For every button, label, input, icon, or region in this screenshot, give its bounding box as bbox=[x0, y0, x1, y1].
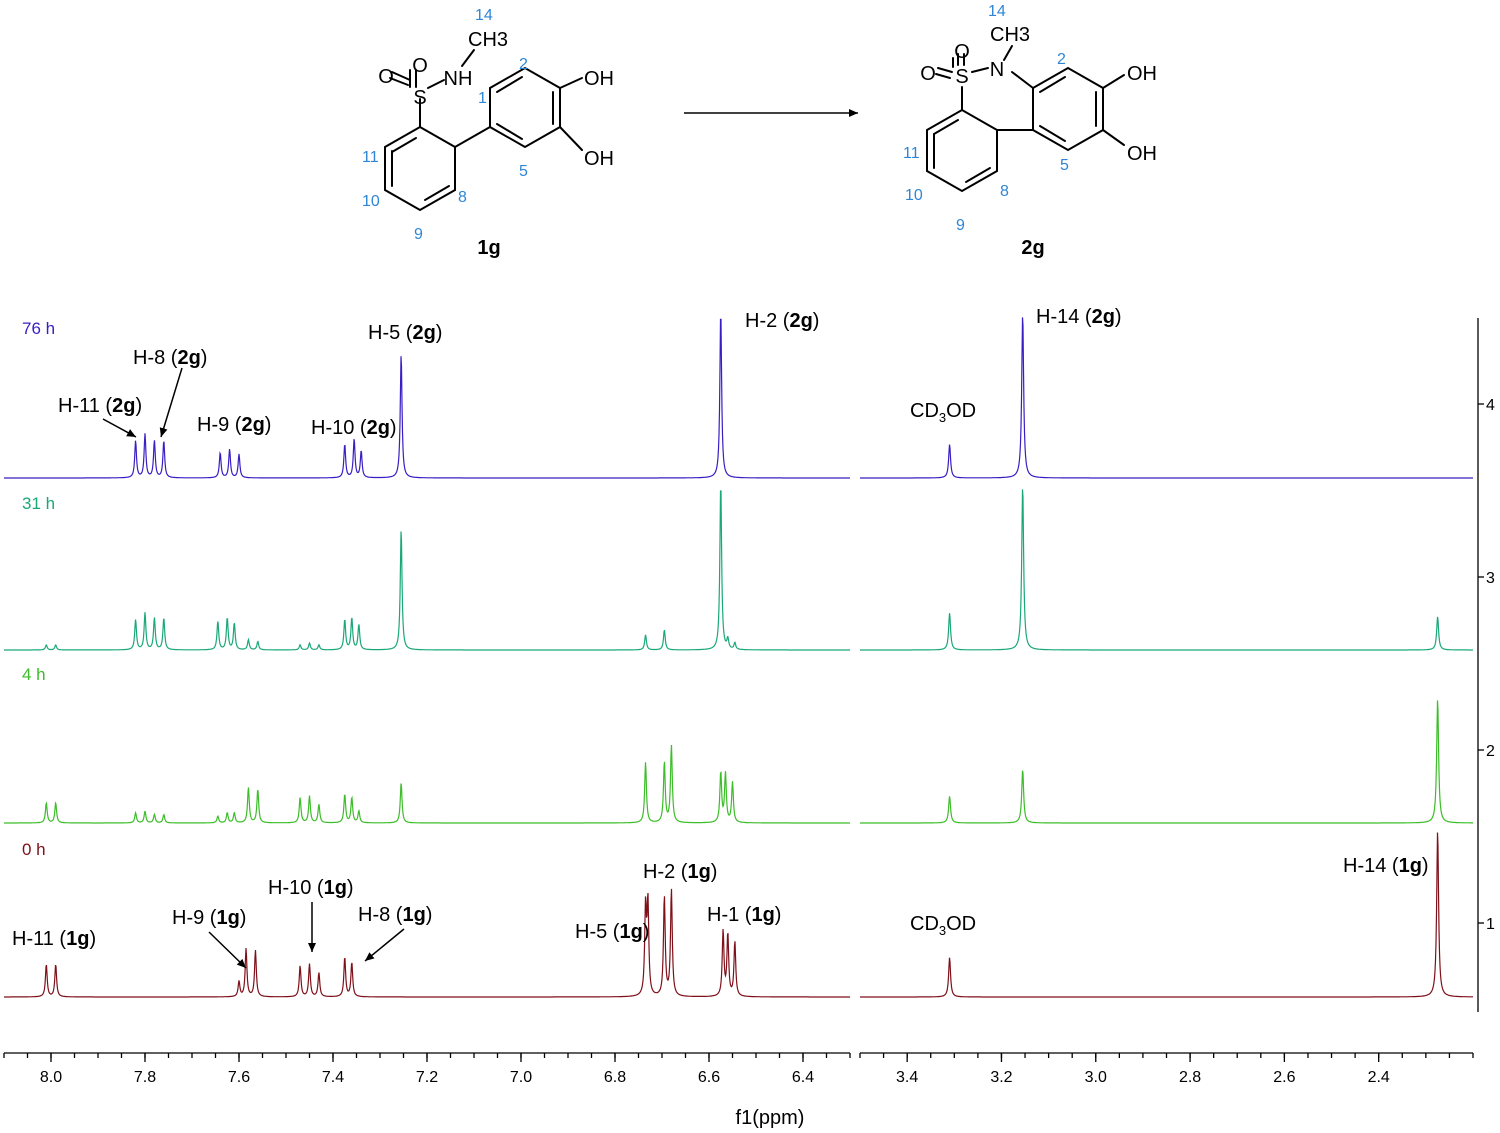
spectrum-trace-0h-seg1 bbox=[4, 888, 850, 998]
annot-h10-2g: H-10 (2g) bbox=[311, 417, 397, 439]
spectrum-trace-4h-seg1 bbox=[4, 744, 850, 824]
annot-h10-1g: H-10 (1g) bbox=[268, 877, 354, 899]
annot-h8-1g: H-8 (1g) bbox=[358, 904, 432, 926]
series-label-4h: 4 h bbox=[22, 665, 46, 684]
arrow-h9-1g bbox=[208, 931, 247, 969]
series-label-76h: 76 h bbox=[22, 319, 55, 338]
annot-h1-1g: H-1 (1g) bbox=[707, 904, 781, 926]
annot-h5-2g: H-5 (2g) bbox=[368, 322, 442, 344]
x-tick-label: 2.6 bbox=[1273, 1069, 1295, 1086]
spectrum-trace-0h-seg2 bbox=[860, 832, 1473, 998]
pos-11: 11 bbox=[903, 145, 920, 162]
atom-oh-b: OH bbox=[1127, 143, 1157, 165]
annot-h11-1g: H-11 (1g) bbox=[12, 928, 96, 950]
x-tick-label: 3.2 bbox=[990, 1069, 1012, 1086]
annot-h14-1g: H-14 (1g) bbox=[1343, 855, 1429, 877]
annot-h2-1g: H-2 (1g) bbox=[643, 861, 717, 883]
annot-h5-1g: H-5 (1g) bbox=[575, 921, 649, 943]
pos-2: 2 bbox=[1057, 51, 1066, 68]
product-structure: O O S N CH3 OH OH 14 2 11 5 10 8 9 2g bbox=[903, 3, 1157, 259]
x-tick-label: 3.0 bbox=[1085, 1069, 1107, 1086]
pos-9: 9 bbox=[414, 226, 423, 243]
pos-14: 14 bbox=[988, 3, 1006, 20]
right-axis-tick-label: 4 bbox=[1486, 397, 1495, 414]
x-tick-label: 7.8 bbox=[134, 1069, 156, 1086]
pos-11: 11 bbox=[362, 149, 379, 166]
x-tick-label: 7.0 bbox=[510, 1069, 532, 1086]
arrow-h11-2g bbox=[102, 418, 137, 438]
pos-8: 8 bbox=[458, 189, 467, 206]
x-tick-label: 7.4 bbox=[322, 1069, 344, 1086]
x-tick-label: 8.0 bbox=[40, 1069, 62, 1086]
pos-1: 1 bbox=[478, 90, 487, 107]
annotations-76h: H-11 (2g) H-8 (2g) H-9 (2g) H-10 (2g) H-… bbox=[58, 306, 1122, 439]
annot-cd3od-bottom: CD3OD bbox=[910, 913, 976, 938]
compound-label-2g: 2g bbox=[1021, 237, 1044, 259]
annot-cd3od-top: CD3OD bbox=[910, 400, 976, 425]
x-tick-label: 6.6 bbox=[698, 1069, 720, 1086]
annot-h2-2g: H-2 (2g) bbox=[745, 310, 819, 332]
atom-s: S bbox=[955, 66, 968, 88]
reactant-structure: O O S NH CH3 OH OH 14 2 1 5 11 10 9 8 1g bbox=[362, 7, 614, 259]
atom-oh-a: OH bbox=[1127, 63, 1157, 85]
spectrum-trace-76h-seg2 bbox=[860, 317, 1473, 479]
pos-10: 10 bbox=[905, 187, 923, 204]
atom-oh-a: OH bbox=[584, 68, 614, 90]
atom-o-left: O bbox=[920, 63, 936, 85]
spectrum-trace-4h-seg2 bbox=[860, 700, 1473, 824]
series-label-31h: 31 h bbox=[22, 494, 55, 513]
spectrum-trace-31h-seg1 bbox=[4, 490, 850, 651]
right-axis-tick-label: 1 bbox=[1486, 916, 1495, 933]
arrow-h8-1g bbox=[364, 928, 405, 962]
spectra-plot bbox=[4, 317, 1473, 998]
annot-h8-2g: H-8 (2g) bbox=[133, 347, 207, 369]
pos-14: 14 bbox=[475, 7, 493, 24]
right-axis-tick-label: 2 bbox=[1486, 743, 1495, 760]
atom-s: S bbox=[413, 87, 426, 109]
atom-ch3: CH3 bbox=[468, 29, 508, 51]
x-tick-label: 6.4 bbox=[792, 1069, 814, 1086]
x-tick-label: 3.4 bbox=[896, 1069, 918, 1086]
atom-nh: NH bbox=[444, 68, 473, 90]
annotations-0h: H-11 (1g) H-9 (1g) H-10 (1g) H-8 (1g) H-… bbox=[12, 855, 1429, 969]
spectrum-trace-76h-seg1 bbox=[4, 318, 850, 479]
pos-2: 2 bbox=[519, 56, 528, 73]
x-tick-label: 2.4 bbox=[1368, 1069, 1390, 1086]
pos-5: 5 bbox=[519, 163, 528, 180]
atom-oh-b: OH bbox=[584, 148, 614, 170]
x-tick-label: 7.2 bbox=[416, 1069, 438, 1086]
right-axis-tick-label: 3 bbox=[1486, 570, 1495, 587]
pos-9: 9 bbox=[956, 217, 965, 234]
spectrum-trace-31h-seg2 bbox=[860, 489, 1473, 651]
atom-o-left: O bbox=[378, 66, 394, 88]
x-tick-label: 6.8 bbox=[604, 1069, 626, 1086]
annot-h9-1g: H-9 (1g) bbox=[172, 907, 246, 929]
atom-ch3: CH3 bbox=[990, 24, 1030, 46]
atom-o-top: O bbox=[412, 55, 428, 77]
series-label-0h: 0 h bbox=[22, 840, 46, 859]
compound-label-1g: 1g bbox=[477, 237, 500, 259]
annot-h9-2g: H-9 (2g) bbox=[197, 414, 271, 436]
x-tick-label: 2.8 bbox=[1179, 1069, 1201, 1086]
annot-h11-2g: H-11 (2g) bbox=[58, 395, 142, 417]
x-axis-label: f1(ppm) bbox=[736, 1107, 805, 1129]
annot-h14-2g: H-14 (2g) bbox=[1036, 306, 1122, 328]
x-tick-label: 7.6 bbox=[228, 1069, 250, 1086]
pos-10: 10 bbox=[362, 193, 380, 210]
arrow-h8-2g bbox=[159, 367, 183, 438]
pos-5: 5 bbox=[1060, 157, 1069, 174]
atom-n: N bbox=[990, 59, 1004, 81]
pos-8: 8 bbox=[1000, 183, 1009, 200]
axes: 8.0 7.8 7.6 7.4 7.2 7.0 6.8 6.6 6.4 3.4 3.2 3.0 2.8 2… bbox=[3, 318, 1495, 1086]
atom-o-top: O bbox=[954, 41, 970, 63]
